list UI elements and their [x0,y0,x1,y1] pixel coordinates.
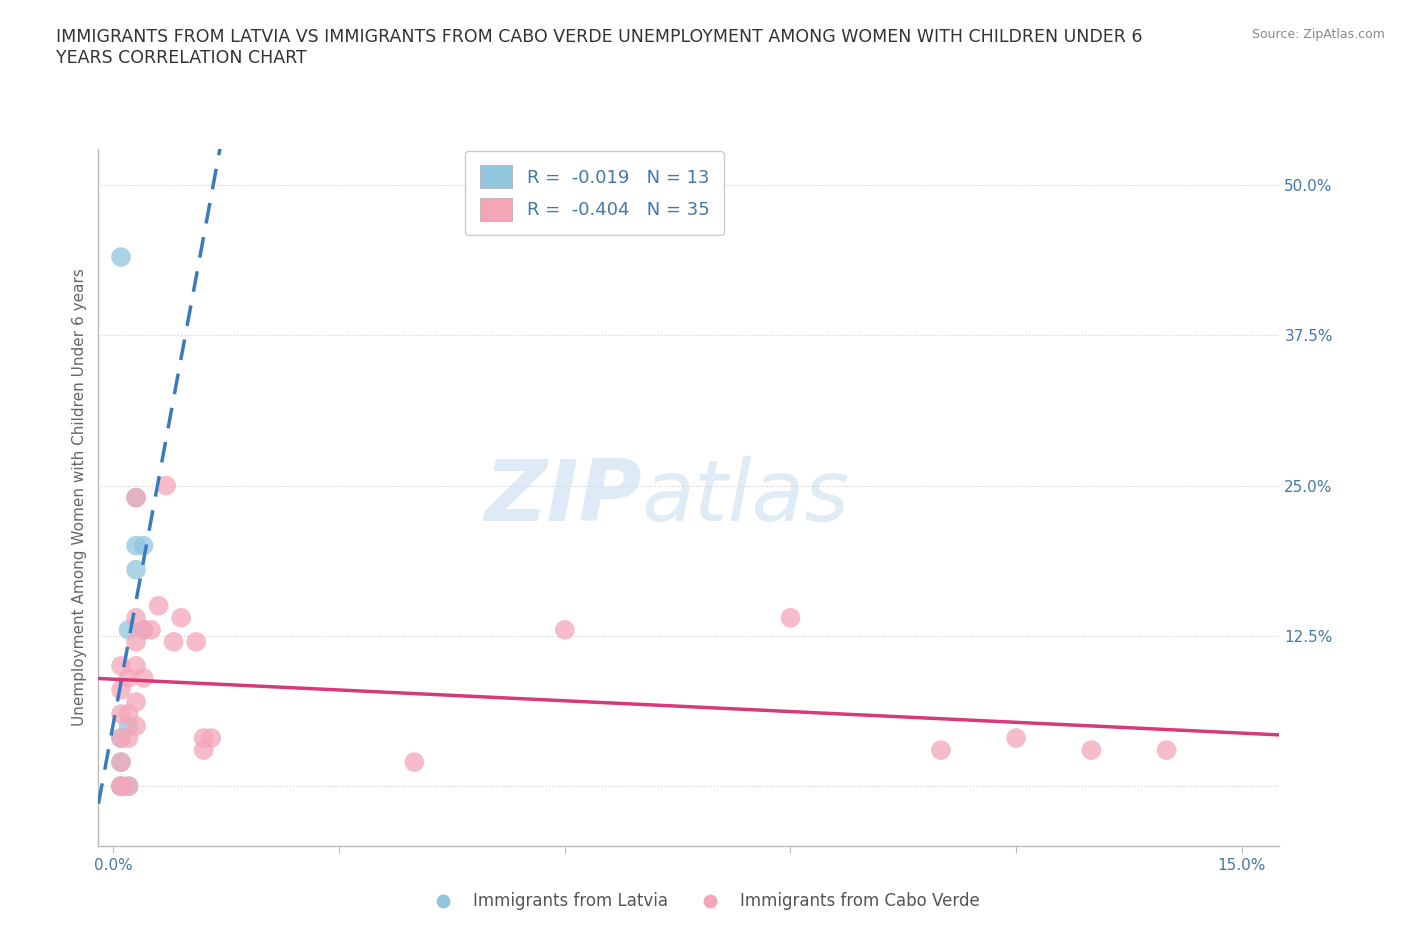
Point [125,719,148,734]
Point [132,622,155,637]
Point [125,490,148,505]
Point [110,778,132,793]
Y-axis label: Unemployment Among Women with Children Under 6 years: Unemployment Among Women with Children U… [72,269,87,726]
Point [117,778,139,793]
Legend: Immigrants from Latvia, Immigrants from Cabo Verde: Immigrants from Latvia, Immigrants from … [420,885,986,917]
Text: Source: ZipAtlas.com: Source: ZipAtlas.com [1251,28,1385,41]
Point [110,754,132,769]
Point [117,778,139,793]
Point [125,490,148,505]
Point [125,634,148,649]
Point [155,478,177,493]
Point [132,538,155,553]
Point [110,778,132,793]
Point [554,622,576,637]
Point [148,598,170,613]
Text: IMMIGRANTS FROM LATVIA VS IMMIGRANTS FROM CABO VERDE UNEMPLOYMENT AMONG WOMEN WI: IMMIGRANTS FROM LATVIA VS IMMIGRANTS FRO… [56,28,1143,67]
Point [110,778,132,793]
Point [110,731,132,746]
Point [186,634,208,649]
Point [125,610,148,625]
Legend: R =  -0.019   N = 13, R =  -0.404   N = 35: R = -0.019 N = 13, R = -0.404 N = 35 [465,151,724,235]
Point [200,731,222,746]
Point [163,634,186,649]
Point [125,563,148,578]
Point [193,743,215,758]
Point [125,658,148,673]
Point [139,622,162,637]
Point [929,743,952,758]
Point [125,695,148,710]
Point [125,538,148,553]
Text: ZIP: ZIP [484,456,641,539]
Point [779,610,801,625]
Point [117,622,139,637]
Point [110,683,132,698]
Point [117,707,139,722]
Point [193,731,215,746]
Point [110,731,132,746]
Point [1005,731,1028,746]
Point [1080,743,1102,758]
Text: atlas: atlas [641,456,849,539]
Point [404,754,426,769]
Point [110,754,132,769]
Point [132,622,155,637]
Point [132,671,155,685]
Point [117,671,139,685]
Point [170,610,193,625]
Point [117,719,139,734]
Point [117,731,139,746]
Point [110,658,132,673]
Point [110,707,132,722]
Point [110,778,132,793]
Point [110,249,132,264]
Point [1156,743,1178,758]
